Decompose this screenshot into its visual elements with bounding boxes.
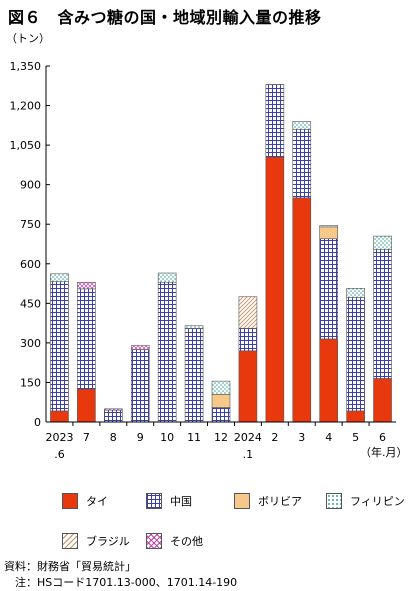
x-axis-unit-label: （年.月） — [360, 445, 408, 459]
bar-segment-7-4 — [211, 380, 231, 395]
bar-segment-10-4 — [292, 121, 312, 130]
bar-segment-11-2 — [319, 238, 338, 340]
bar-segment-2-2 — [77, 288, 96, 390]
chart-title: 図６ 含みつ糖の国・地域別輸入量の推移 — [8, 8, 322, 27]
bar-segment-1-2 — [50, 281, 69, 412]
y-tick-label: 300 — [20, 337, 41, 350]
source-note: 資料：財務省「貿易統計」 — [4, 560, 136, 573]
legend-item-brazil: ブラジル — [62, 533, 130, 549]
bar-segment-12-2 — [346, 297, 365, 412]
bar-segment-12-1 — [346, 410, 365, 423]
bar-segment-7-3 — [211, 394, 231, 408]
legend-label-china: 中国 — [170, 495, 192, 508]
bar-segment-4-2 — [130, 349, 150, 423]
bar-segment-7-2 — [211, 407, 231, 423]
bar-segment-6-2 — [184, 328, 204, 423]
x-tick-label: 7 — [83, 431, 90, 444]
y-axis-unit-label: （トン） — [6, 32, 50, 45]
bar-segment-11-3 — [319, 226, 338, 240]
x-tick-label-sub: .1 — [243, 448, 254, 461]
bar-segment-9-1 — [265, 156, 285, 423]
x-tick-label: 8 — [110, 431, 117, 444]
y-tick-label: 0 — [34, 416, 41, 429]
bar-segment-3-6 — [104, 408, 123, 411]
x-tick-label: 9 — [137, 431, 144, 444]
x-tick-label: 2024 — [234, 431, 262, 444]
legend-label-other: その他 — [170, 535, 203, 548]
legend-label-philippines: フィリピン — [350, 495, 405, 508]
legend-item-china: 中国 — [146, 493, 192, 509]
bar-segment-11-1 — [319, 338, 338, 423]
x-tick-label: 6 — [379, 431, 386, 444]
bar-segment-13-2 — [373, 248, 392, 379]
bar-segment-1-4 — [50, 273, 69, 283]
y-tick-label: 450 — [20, 297, 41, 310]
bar-segment-3-2 — [104, 409, 123, 423]
bar-segment-9-2 — [265, 84, 285, 158]
bar-segment-10-2 — [292, 128, 312, 199]
legend-swatch-china — [146, 493, 162, 509]
bar-segment-4-6 — [130, 345, 150, 350]
x-tick-label: 11 — [187, 431, 201, 444]
legend-label-bolivia: ボリビア — [258, 495, 302, 508]
legend-swatch-bolivia — [234, 493, 250, 509]
bar-segment-8-5 — [238, 296, 258, 329]
bar-segment-8-2 — [238, 328, 258, 352]
bar-segment-2-6 — [77, 281, 96, 290]
y-tick-label: 1,350 — [10, 60, 42, 73]
x-tick-label: 10 — [160, 431, 174, 444]
y-tick-label: 750 — [20, 218, 41, 231]
legend-swatch-other — [146, 533, 162, 549]
bar-segment-11-4 — [319, 225, 338, 228]
bar-segment-12-4 — [346, 287, 365, 298]
legend-swatch-thailand — [62, 493, 78, 509]
bar-segment-5-2 — [157, 281, 177, 423]
legend-label-brazil: ブラジル — [86, 535, 130, 548]
y-tick-label: 900 — [20, 179, 41, 192]
bar-segment-5-4 — [157, 272, 177, 283]
y-tick-label: 150 — [20, 376, 41, 389]
bar-segment-8-1 — [238, 350, 258, 423]
bar-segment-13-4 — [373, 235, 392, 250]
legend-item-other: その他 — [146, 533, 203, 549]
x-tick-label: 2 — [271, 431, 278, 444]
legend-swatch-philippines — [326, 493, 342, 509]
y-tick-label: 600 — [20, 258, 41, 271]
legend-label-thailand: タイ — [86, 495, 108, 508]
legend-swatch-brazil — [62, 533, 78, 549]
bar-segment-1-1 — [50, 410, 69, 423]
x-tick-label: 3 — [298, 431, 305, 444]
bar-segment-2-1 — [77, 388, 96, 423]
bar-segment-6-4 — [184, 325, 204, 329]
bar-segment-13-1 — [373, 378, 392, 423]
hs-code-note: 注：HSコード1701.13-000、1701.14-190 — [4, 576, 238, 589]
x-tick-label: 5 — [352, 431, 359, 444]
y-tick-label: 1,200 — [10, 100, 42, 113]
bar-segment-10-1 — [292, 197, 312, 423]
legend-item-thailand: タイ — [62, 493, 108, 509]
legend-item-philippines: フィリピン — [326, 493, 405, 509]
y-tick-label: 1,050 — [10, 139, 42, 152]
x-tick-label-sub: .6 — [54, 448, 65, 461]
legend-item-bolivia: ボリビア — [234, 493, 302, 509]
x-tick-label: 2023 — [45, 431, 73, 444]
x-tick-label: 12 — [214, 431, 228, 444]
x-tick-label: 4 — [325, 431, 332, 444]
